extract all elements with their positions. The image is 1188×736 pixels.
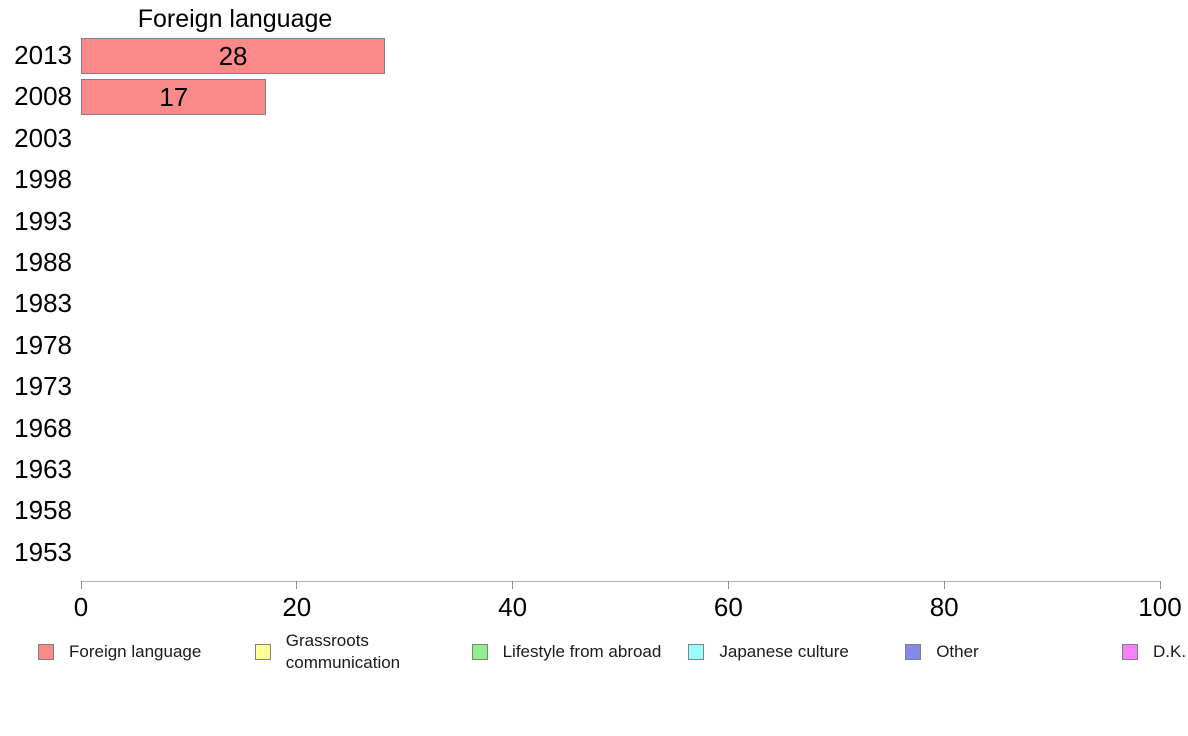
legend-item: Grassroots communication [254, 628, 401, 676]
legend-label: Other [936, 642, 979, 661]
bar: 17 [81, 79, 267, 116]
y-axis-label: 1968 [14, 412, 72, 443]
y-axis-label: 1963 [14, 454, 72, 484]
legend-label: D.K. [1153, 642, 1187, 661]
x-axis-tick [943, 581, 945, 589]
y-axis-label: 2003 [14, 122, 72, 153]
legend: Foreign language Grassroots communication… [0, 628, 1188, 676]
y-axis-label: 1953 [14, 536, 72, 567]
x-axis-tick [80, 581, 82, 589]
y-axis-label: 2008 [14, 81, 72, 112]
legend-swatch [905, 644, 922, 660]
legend-item: Other [905, 628, 979, 676]
legend-swatch [471, 644, 488, 660]
x-axis-tick-label: 100 [1138, 592, 1182, 622]
legend-label: Lifestyle from abroad [502, 642, 662, 661]
chart-title: Foreign language [137, 5, 333, 33]
x-axis-line [81, 581, 1161, 582]
y-axis-label: 1973 [14, 371, 72, 402]
legend-label: Grassroots communication [285, 631, 401, 672]
bar-value-label: 28 [218, 41, 248, 71]
legend-label: Foreign language [69, 642, 202, 661]
x-axis-tick-label: 0 [73, 592, 89, 622]
x-axis-tick-label: 60 [713, 592, 743, 622]
x-axis-tick-label: 40 [498, 592, 528, 622]
x-axis-tick-label: 20 [282, 592, 312, 622]
y-axis-label: 1993 [14, 205, 72, 236]
x-axis-tick [1159, 581, 1161, 589]
bar: 28 [81, 38, 386, 74]
legend-swatch [1122, 644, 1138, 660]
legend-swatch [38, 644, 54, 660]
y-axis-label: 1958 [14, 495, 72, 526]
y-axis-label: 1978 [14, 329, 72, 360]
x-axis-tick [296, 581, 298, 589]
x-axis-tick [727, 581, 729, 589]
legend-item: Japanese culture [688, 628, 849, 676]
legend-swatch [254, 644, 271, 660]
legend-item: Foreign language [38, 628, 201, 676]
y-axis-label: 1998 [14, 164, 72, 195]
bar-value-label: 17 [159, 82, 189, 113]
y-axis-label: 2013 [14, 40, 72, 70]
x-axis-tick [512, 581, 514, 589]
legend-item: Lifestyle from abroad [471, 628, 662, 676]
x-axis-tick-label: 80 [929, 592, 959, 622]
legend-swatch [688, 644, 705, 660]
y-axis-label: 1988 [14, 247, 72, 277]
legend-item: D.K. [1122, 628, 1186, 676]
legend-label: Japanese culture [719, 642, 849, 661]
y-axis-label: 1983 [14, 288, 72, 319]
